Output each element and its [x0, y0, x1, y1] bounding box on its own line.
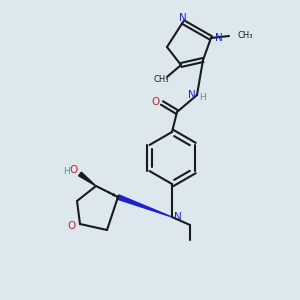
- Text: O: O: [68, 221, 76, 231]
- Text: CH₃: CH₃: [237, 32, 253, 40]
- Text: O: O: [70, 165, 78, 175]
- Text: N: N: [174, 212, 182, 222]
- Text: O: O: [152, 97, 160, 107]
- Polygon shape: [117, 195, 172, 217]
- Text: N: N: [215, 33, 223, 43]
- Text: N: N: [179, 13, 187, 23]
- Text: CH₃: CH₃: [153, 76, 169, 85]
- Text: N: N: [188, 90, 196, 100]
- Polygon shape: [79, 172, 96, 186]
- Text: H: H: [200, 94, 206, 103]
- Text: H: H: [63, 167, 69, 176]
